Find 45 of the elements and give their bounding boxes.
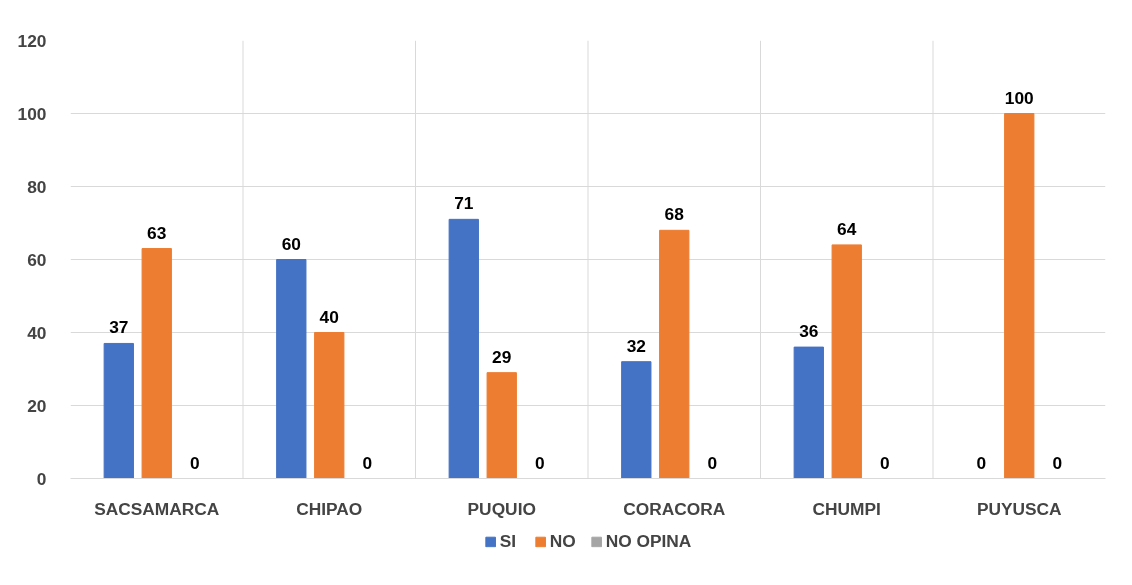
x-tick-label: CHIPAO [296,498,363,519]
data-label: 37 [109,317,129,338]
data-label: 0 [1052,452,1063,473]
legend-label: NO [549,530,576,552]
y-tick-label: 80 [27,176,47,197]
data-label: 100 [1004,87,1034,108]
legend-label: SI [499,530,518,552]
y-tick-label: 120 [17,30,47,51]
x-tick-label: PUYUSCA [976,498,1063,519]
data-label: 71 [454,193,474,214]
bar [276,259,307,479]
data-label: 32 [626,335,646,356]
data-label: 0 [362,452,373,473]
data-label: 60 [281,233,301,254]
data-label: 40 [319,306,339,327]
data-label: 0 [879,452,890,473]
y-tick-label: 100 [17,103,47,124]
bar [1004,113,1035,479]
data-label: 0 [976,452,987,473]
x-tick-label: SACSAMARCA [94,498,220,519]
bar [486,372,517,479]
y-tick-label: 40 [27,322,47,343]
bar [448,218,479,479]
bar [621,361,652,479]
x-tick-label: CORACORA [623,498,726,519]
data-label: 36 [799,321,819,342]
data-label: 64 [837,218,857,239]
bar [659,229,690,479]
legend-label: NO OPINA [605,530,692,552]
x-tick-label: CHUMPI [812,498,881,519]
bar [103,342,134,479]
bar [831,244,862,479]
data-label: 29 [492,346,512,367]
bar [141,248,172,479]
data-label: 0 [534,452,545,473]
data-label: 0 [707,452,718,473]
y-tick-label: 60 [27,249,47,270]
bar [793,346,824,479]
x-tick-label: PUQUIO [467,498,536,519]
data-label: 68 [664,204,685,225]
data-label: 0 [189,452,200,473]
y-tick-label: 20 [27,395,47,416]
data-label: 63 [147,222,167,243]
bar [314,332,345,479]
y-tick-label: 0 [36,468,47,489]
